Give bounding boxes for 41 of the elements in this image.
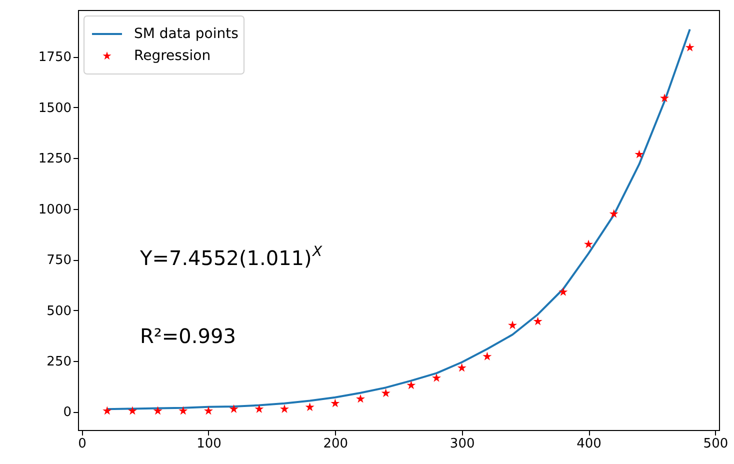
point <box>102 406 112 415</box>
point <box>254 404 264 413</box>
point <box>457 363 466 372</box>
legend-label: Regression <box>134 48 211 64</box>
point <box>660 94 670 102</box>
point <box>584 240 594 248</box>
point <box>128 406 137 415</box>
y-tick-label: 1500 <box>38 100 72 116</box>
point <box>330 398 340 408</box>
point <box>482 352 492 360</box>
point <box>508 320 518 330</box>
point <box>406 380 416 390</box>
y-tick-label: 500 <box>46 304 72 319</box>
legend-label: SM data points <box>134 26 238 42</box>
y-tick-label: 0 <box>63 405 72 420</box>
y-tick-label: 250 <box>46 354 72 370</box>
x-tick-label: 300 <box>450 436 475 452</box>
point <box>432 373 442 382</box>
point <box>381 388 390 398</box>
x-tick-label: 400 <box>576 436 602 452</box>
point <box>558 287 568 296</box>
x-tick-label: 100 <box>196 436 222 452</box>
y-tick-label: 750 <box>46 253 72 268</box>
y-tick-label: 1750 <box>38 50 72 66</box>
x-tick-label: 500 <box>703 436 728 452</box>
point <box>178 406 188 415</box>
point <box>685 42 694 52</box>
x-tick-label: 0 <box>78 436 86 452</box>
point <box>305 402 314 412</box>
y-tick-label: 1000 <box>38 202 72 218</box>
point <box>204 406 213 415</box>
point <box>609 209 618 218</box>
point <box>153 406 162 415</box>
point <box>356 394 366 403</box>
x-tick-label: 200 <box>323 436 348 452</box>
y-tick-label: 1250 <box>38 152 72 167</box>
point <box>229 404 238 413</box>
annotation: R²=0.993 <box>140 324 236 348</box>
point <box>280 404 289 413</box>
point <box>634 150 644 158</box>
point <box>533 316 542 326</box>
